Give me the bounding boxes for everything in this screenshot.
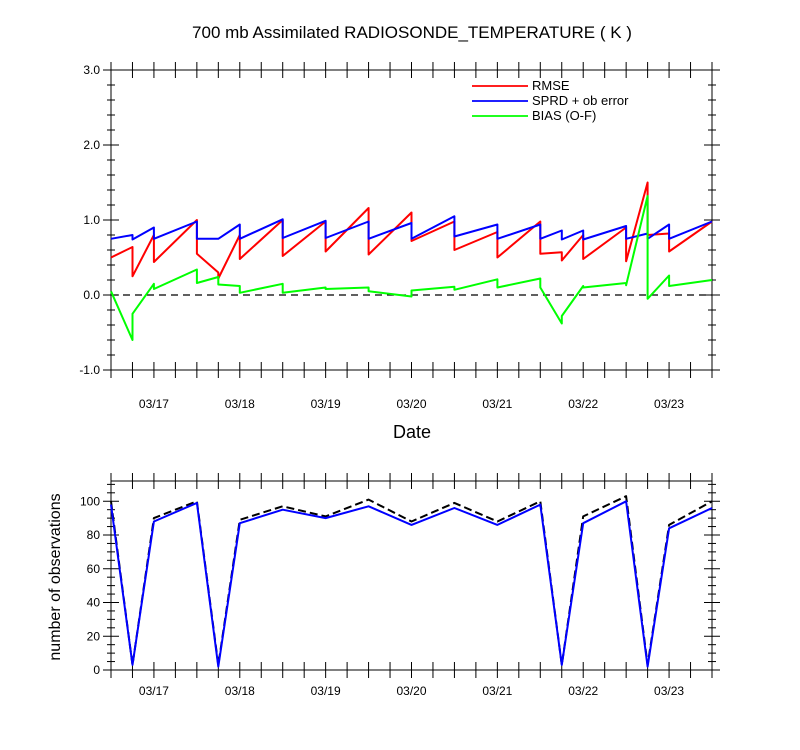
x-tick-label: 03/20: [396, 397, 426, 411]
series-observations-possible-line: [110, 495, 713, 666]
x-tick-label: 03/18: [225, 684, 255, 698]
x-tick-label: 03/22: [568, 684, 598, 698]
y-tick-label: 60: [87, 562, 101, 576]
x-tick-label: 03/18: [225, 397, 255, 411]
y-axis-label-observations: number of observations: [47, 493, 64, 660]
y-tick-label: 80: [87, 528, 101, 542]
x-tick-label: 03/22: [568, 397, 598, 411]
x-tick-label: 03/19: [311, 397, 341, 411]
series-bias-o-f-line: [110, 195, 713, 341]
bottom-panel: 0 20 40 60 80 100 03/17 03/18 03/19 03/20 03/21 03/…: [80, 473, 720, 698]
bottom-plot-frame: [110, 480, 713, 671]
top-panel: -1.0 0.0 1.0 2.0 3.0 03/17 03/18 03/19 03/20 03/2…: [79, 62, 720, 411]
y-tick-label: 1.0: [83, 213, 100, 227]
legend-label: BIAS (O-F): [532, 108, 596, 123]
series-observations-assimilated-line: [110, 500, 713, 668]
legend-label: RMSE: [532, 78, 570, 93]
x-axis-label: Date: [393, 422, 431, 442]
y-tick-label: 2.0: [83, 138, 100, 152]
x-tick-label: 03/23: [654, 397, 684, 411]
x-tick-label: 03/19: [311, 684, 341, 698]
chart-title: 700 mb Assimilated RADIOSONDE_TEMPERATUR…: [192, 23, 632, 42]
x-tick-label: 03/17: [139, 397, 169, 411]
legend-label: SPRD + ob error: [532, 93, 629, 108]
x-tick-label: 03/21: [482, 684, 512, 698]
y-tick-label: 40: [87, 596, 101, 610]
y-tick-label: 20: [87, 629, 101, 643]
y-tick-label: -1.0: [79, 363, 100, 377]
x-tick-label: 03/17: [139, 684, 169, 698]
x-tick-label: 03/20: [396, 684, 426, 698]
x-tick-label: 03/23: [654, 684, 684, 698]
x-tick-label: 03/21: [482, 397, 512, 411]
y-tick-label: 0: [93, 663, 100, 677]
y-tick-label: 100: [80, 494, 100, 508]
y-tick-label: 0.0: [83, 288, 100, 302]
series-sprd-ob-error-line: [110, 215, 713, 241]
y-tick-label: 3.0: [83, 63, 100, 77]
